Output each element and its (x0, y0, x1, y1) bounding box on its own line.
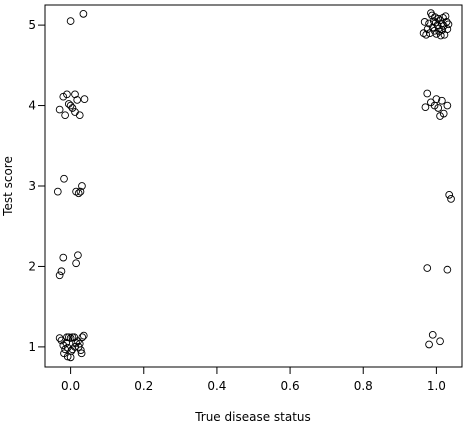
data-point (66, 17, 75, 25)
data-point (66, 353, 75, 362)
data-point (443, 25, 452, 33)
y-tick-label: 2 (28, 259, 36, 273)
data-point (431, 18, 440, 27)
data-point (436, 31, 445, 40)
data-point (434, 104, 443, 112)
data-point (66, 101, 75, 110)
x-tick-label: 0.0 (61, 379, 80, 393)
data-point (431, 13, 439, 21)
data-point (432, 95, 441, 103)
data-point (422, 30, 431, 39)
data-point (438, 96, 446, 105)
data-point (72, 339, 80, 347)
x-tick-label: 0.4 (207, 379, 226, 393)
data-point (425, 340, 433, 349)
data-point (428, 330, 437, 339)
x-tick-label: 0.2 (134, 379, 153, 393)
data-points (53, 9, 455, 362)
y-axis-title: Test score (1, 156, 15, 217)
x-axis-title: True disease status (194, 410, 311, 423)
data-point (72, 259, 80, 268)
x-axis: 0.0 0.2 0.4 0.6 0.8 1.0 (61, 366, 446, 393)
data-point (443, 265, 452, 274)
data-point (60, 174, 68, 183)
data-point (420, 18, 429, 26)
x-tick-label: 0.8 (354, 379, 373, 393)
plot-frame (44, 4, 463, 368)
data-point (447, 195, 455, 203)
data-point (436, 337, 444, 346)
data-point (78, 182, 86, 190)
data-point (55, 334, 64, 342)
data-point (77, 349, 86, 358)
data-point (79, 9, 88, 18)
data-point (62, 339, 71, 347)
x-tick-label: 0.6 (281, 379, 300, 393)
data-point (444, 20, 453, 29)
data-point (74, 337, 82, 346)
data-point (435, 27, 444, 36)
data-point (445, 190, 454, 199)
y-tick-label: 4 (28, 99, 36, 113)
x-tick-label: 1.0 (427, 379, 446, 393)
y-tick-label: 3 (28, 179, 36, 193)
data-point (423, 89, 432, 98)
data-point (64, 100, 73, 108)
data-point (76, 187, 85, 196)
data-point (63, 352, 72, 361)
data-point (78, 333, 87, 342)
data-point (80, 95, 89, 103)
data-point (441, 12, 450, 21)
data-point (55, 271, 64, 280)
data-point (53, 187, 62, 196)
data-point (74, 189, 83, 198)
data-point (68, 104, 77, 112)
data-point (423, 264, 432, 272)
data-point (74, 251, 82, 260)
data-point (68, 333, 77, 342)
data-point (443, 101, 452, 110)
data-point (71, 90, 79, 99)
data-point (57, 267, 66, 276)
data-point (63, 333, 71, 342)
data-point (61, 111, 69, 120)
data-point (75, 111, 84, 120)
y-tick-label: 1 (28, 340, 36, 354)
y-axis: 1 2 3 4 5 (28, 18, 46, 354)
data-point (63, 90, 71, 99)
data-point (421, 103, 430, 112)
data-point (423, 25, 432, 33)
data-point (79, 331, 88, 340)
y-tick-label: 5 (28, 18, 36, 32)
data-point (439, 109, 448, 118)
data-point (74, 343, 83, 351)
data-point (59, 253, 68, 262)
data-point (55, 105, 64, 114)
data-point (442, 18, 451, 26)
